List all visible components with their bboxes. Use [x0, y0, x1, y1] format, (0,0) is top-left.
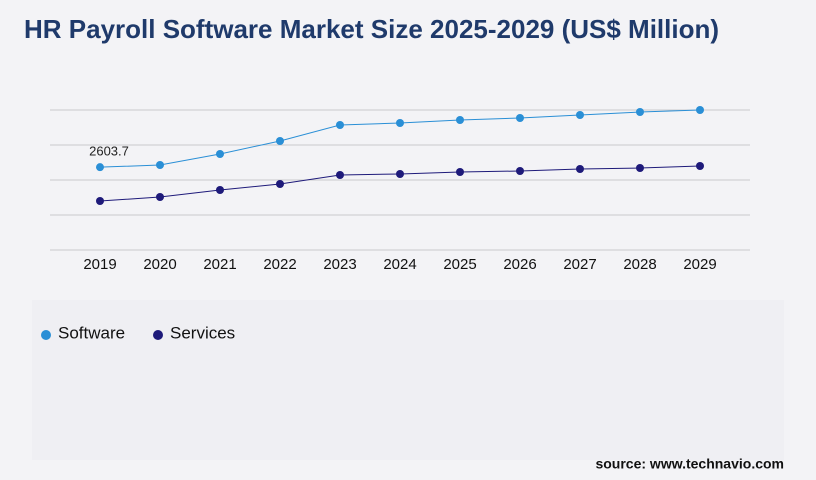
point [276, 136, 284, 145]
point [96, 163, 104, 172]
source: source: www.technavio.com [595, 456, 784, 472]
series-line [99, 109, 701, 168]
point [636, 108, 644, 117]
x-tick-label: 2019 [83, 256, 116, 273]
x-tick-label: 2020 [143, 256, 176, 273]
point [336, 120, 344, 129]
x-tick-label: 2026 [503, 256, 536, 273]
point [396, 119, 404, 128]
x-tick-label: 2028 [623, 256, 656, 273]
point [576, 110, 584, 119]
point [156, 192, 164, 201]
point [396, 169, 404, 178]
legend-marker [153, 330, 163, 340]
point [276, 180, 284, 189]
point [696, 106, 704, 114]
point [456, 115, 464, 124]
point [96, 197, 104, 205]
point [456, 168, 464, 177]
point [636, 164, 644, 173]
legend-label: Services [170, 323, 235, 342]
legend-panel [32, 300, 784, 460]
x-tick-label: 2027 [563, 256, 596, 273]
point [156, 161, 164, 170]
x-tick-label: 2025 [443, 256, 476, 273]
point [696, 162, 704, 170]
point [216, 185, 224, 194]
legend-marker [41, 330, 51, 340]
chart-title: HR Payroll Software Market Size 2025-202… [24, 14, 719, 44]
point [516, 166, 524, 175]
point [576, 164, 584, 173]
x-tick-label: 2023 [323, 256, 356, 273]
point [336, 171, 344, 180]
x-tick-label: 2029 [683, 256, 716, 273]
x-tick-label: 2022 [263, 256, 296, 273]
x-tick-label: 2021 [203, 256, 236, 273]
point [516, 113, 524, 122]
value-label: 2603.7 [89, 144, 129, 159]
point [216, 150, 224, 159]
legend-label: Software [58, 323, 125, 342]
x-tick-label: 2024 [383, 256, 416, 273]
